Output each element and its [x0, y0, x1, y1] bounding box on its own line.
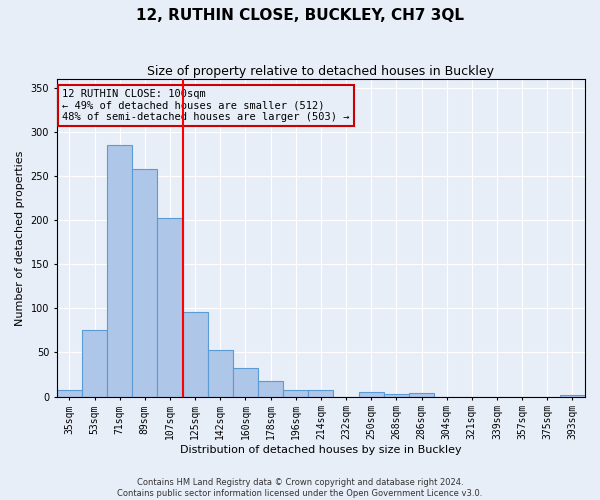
- Bar: [208, 350, 233, 397]
- Bar: [409, 393, 434, 396]
- Bar: [82, 330, 107, 396]
- Bar: [560, 395, 585, 396]
- Bar: [182, 312, 208, 396]
- Bar: [258, 380, 283, 396]
- Bar: [132, 169, 157, 396]
- Bar: [384, 394, 409, 396]
- Text: Contains HM Land Registry data © Crown copyright and database right 2024.
Contai: Contains HM Land Registry data © Crown c…: [118, 478, 482, 498]
- Bar: [107, 146, 132, 396]
- X-axis label: Distribution of detached houses by size in Buckley: Distribution of detached houses by size …: [180, 445, 462, 455]
- Bar: [233, 368, 258, 396]
- Bar: [57, 390, 82, 396]
- Bar: [308, 390, 334, 396]
- Y-axis label: Number of detached properties: Number of detached properties: [15, 150, 25, 326]
- Text: 12 RUTHIN CLOSE: 100sqm
← 49% of detached houses are smaller (512)
48% of semi-d: 12 RUTHIN CLOSE: 100sqm ← 49% of detache…: [62, 88, 350, 122]
- Title: Size of property relative to detached houses in Buckley: Size of property relative to detached ho…: [148, 65, 494, 78]
- Text: 12, RUTHIN CLOSE, BUCKLEY, CH7 3QL: 12, RUTHIN CLOSE, BUCKLEY, CH7 3QL: [136, 8, 464, 22]
- Bar: [359, 392, 384, 396]
- Bar: [283, 390, 308, 396]
- Bar: [157, 218, 182, 396]
